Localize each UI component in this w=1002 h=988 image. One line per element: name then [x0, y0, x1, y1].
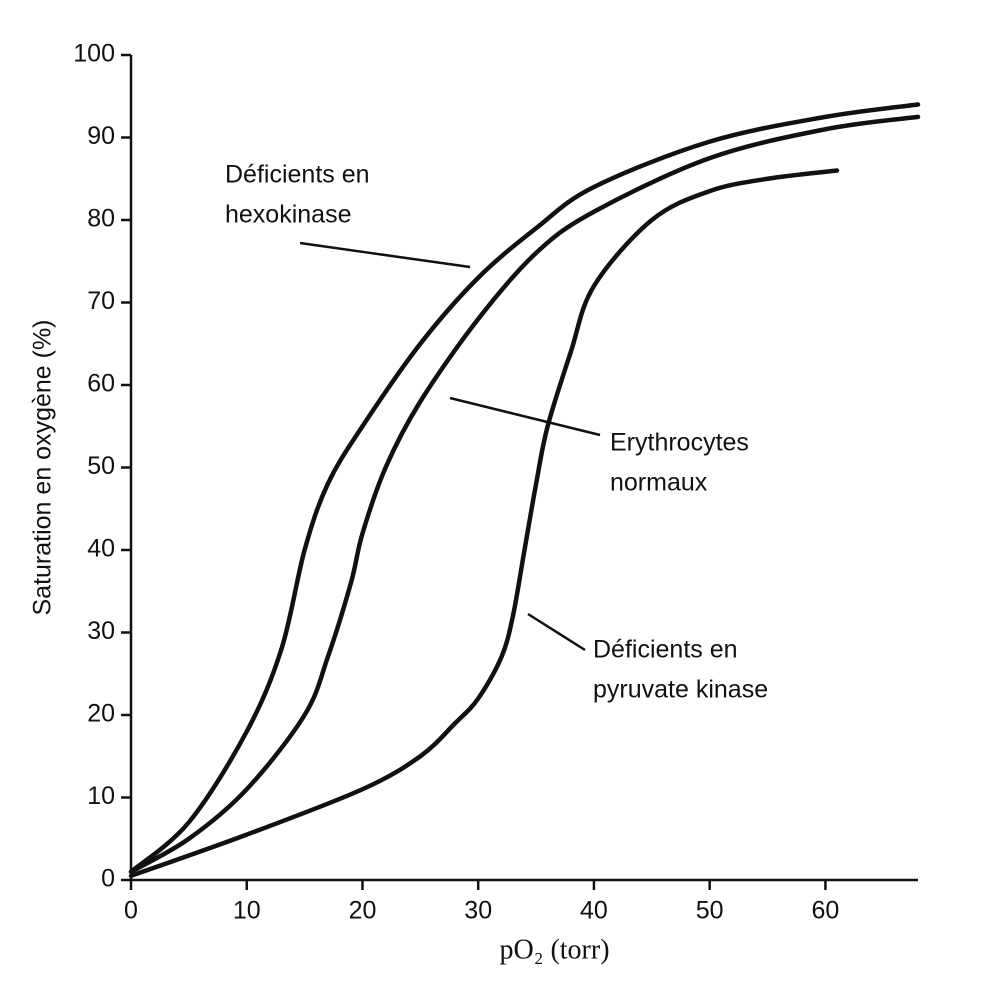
y-axis-label: Saturation en oxygène (%) — [29, 319, 57, 615]
x-tick-label: 50 — [696, 897, 724, 925]
y-tick-label: 70 — [87, 287, 115, 315]
x-axis-label: pO₂ (torr) — [499, 934, 609, 965]
x-tick-label: 10 — [233, 897, 261, 925]
leader-line — [299, 241, 471, 269]
leader-line — [527, 612, 586, 652]
x-tick-label: 60 — [812, 897, 840, 925]
annotation: hexokinase — [225, 201, 351, 229]
y-tick-label: 40 — [87, 535, 115, 563]
curve — [128, 168, 840, 879]
x-tick-label: 0 — [124, 897, 138, 925]
x-tick-label: 20 — [349, 897, 377, 925]
y-tick-label: 10 — [87, 782, 115, 810]
annotation: Déficients en — [225, 161, 370, 189]
annotation: Déficients en — [593, 636, 738, 664]
y-tick-label: 50 — [87, 452, 115, 480]
annotation: normaux — [610, 469, 708, 497]
y-tick-label: 80 — [87, 205, 115, 233]
y-tick-label: 20 — [87, 700, 115, 728]
y-tick-label: 100 — [73, 40, 115, 68]
y-tick-label: 30 — [87, 617, 115, 645]
curve — [128, 114, 921, 874]
curve — [128, 102, 921, 874]
annotation: Erythrocytes — [610, 429, 749, 457]
y-tick-label: 60 — [87, 370, 115, 398]
y-tick-label: 90 — [87, 122, 115, 150]
annotation: pyruvate kinase — [593, 676, 768, 704]
y-tick-label: 0 — [101, 865, 115, 893]
leader-line — [449, 396, 601, 437]
x-tick-label: 40 — [580, 897, 608, 925]
x-tick-label: 30 — [464, 897, 492, 925]
